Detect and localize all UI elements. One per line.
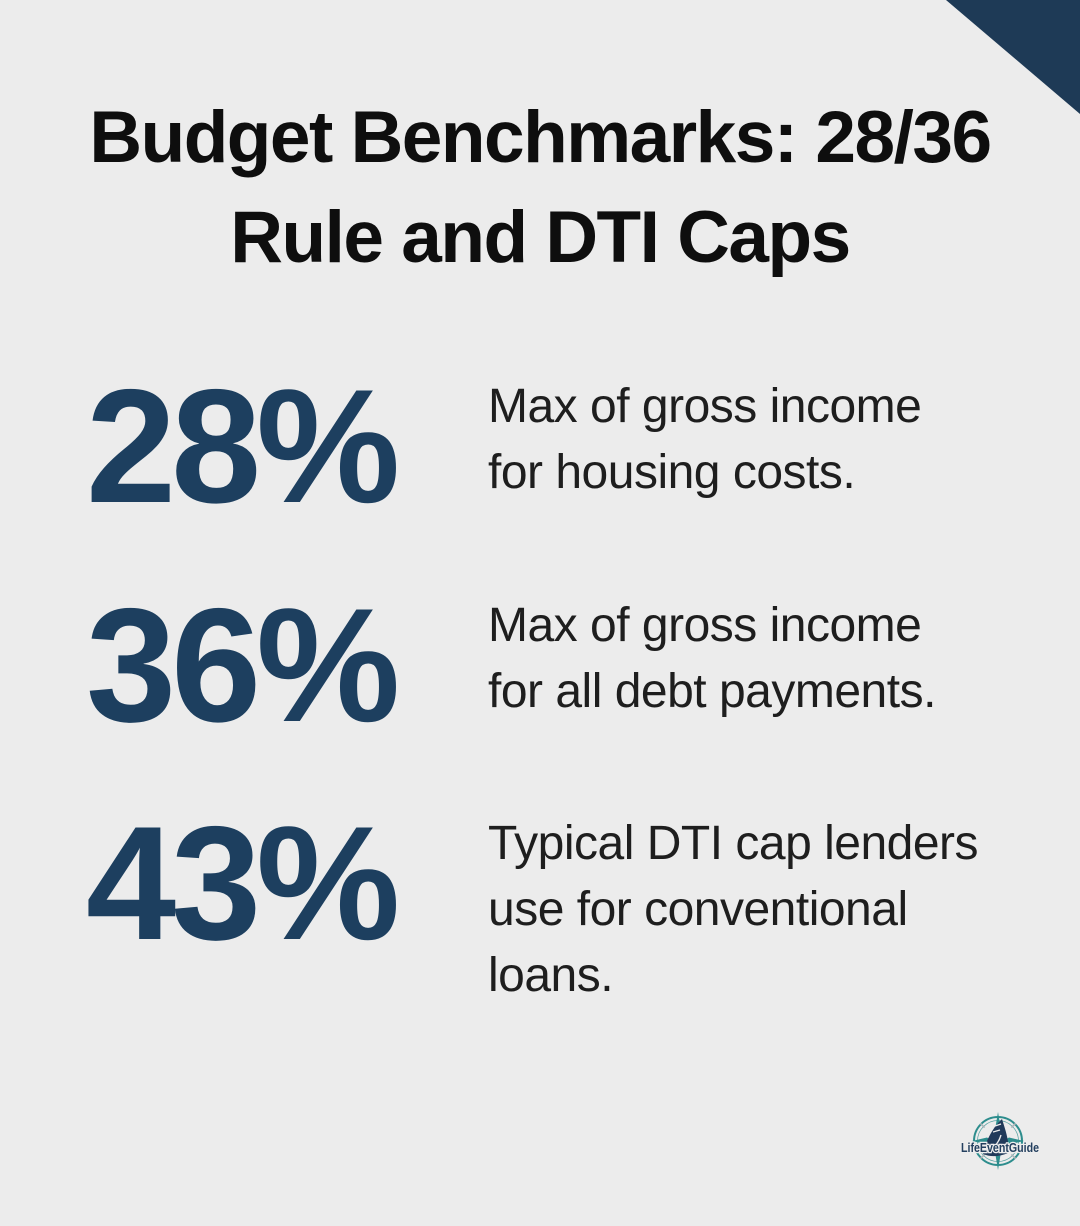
stat-description-dti-cap: Typical DTI cap lenders use for conventi… <box>488 811 979 1009</box>
compass-tick-se <box>1010 1153 1017 1160</box>
tree-icon-right-small <box>1017 1146 1021 1151</box>
compass-tick-sw <box>979 1153 986 1160</box>
mountain-path-icon <box>983 1119 1009 1157</box>
stat-description-all-debt: Max of gross income for all debt payment… <box>488 593 936 725</box>
compass-icon <box>972 1112 1024 1170</box>
road-step <box>994 1123 1002 1127</box>
stat-description-line: use for conventional <box>488 883 908 936</box>
title-line-2: Rule and DTI Caps <box>230 197 851 278</box>
tree-icon-left-small <box>976 1149 981 1153</box>
stat-description-line: Typical DTI cap lenders <box>488 817 979 870</box>
compass-tick-nw <box>979 1122 986 1129</box>
stat-description-housing: Max of gross income for housing costs. <box>488 374 922 506</box>
page-title: Budget Benchmarks: 28/36 Rule and DTI Ca… <box>0 88 1080 288</box>
stat-row-dti-cap: 43% Typical DTI cap lenders use for conv… <box>86 793 979 1009</box>
stat-description-line: loans. <box>488 949 614 1002</box>
title-line-1: Budget Benchmarks: 28/36 <box>89 97 992 178</box>
compass-tick-ne <box>1010 1122 1017 1129</box>
stat-description-line: Max of gross income <box>488 380 922 433</box>
lifeeventguide-logo: LifeEventGuide <box>960 1112 1040 1170</box>
stat-description-line: for housing costs. <box>488 446 856 499</box>
stat-value-28: 28% <box>86 356 400 537</box>
winding-road-icon <box>987 1134 1002 1153</box>
stat-description-line: for all debt payments. <box>488 665 936 718</box>
stat-row-housing: 28% Max of gross income for housing cost… <box>86 356 922 537</box>
road-step <box>992 1129 1001 1133</box>
stat-description-line: Max of gross income <box>488 599 922 652</box>
logo-wordmark: LifeEventGuide <box>961 1141 1039 1155</box>
corner-triangle-decoration <box>946 0 1080 114</box>
stat-row-all-debt: 36% Max of gross income for all debt pay… <box>86 575 936 756</box>
compass-needle-east <box>1003 1137 1024 1145</box>
stat-value-43: 43% <box>86 793 400 974</box>
stat-value-36: 36% <box>86 575 400 756</box>
